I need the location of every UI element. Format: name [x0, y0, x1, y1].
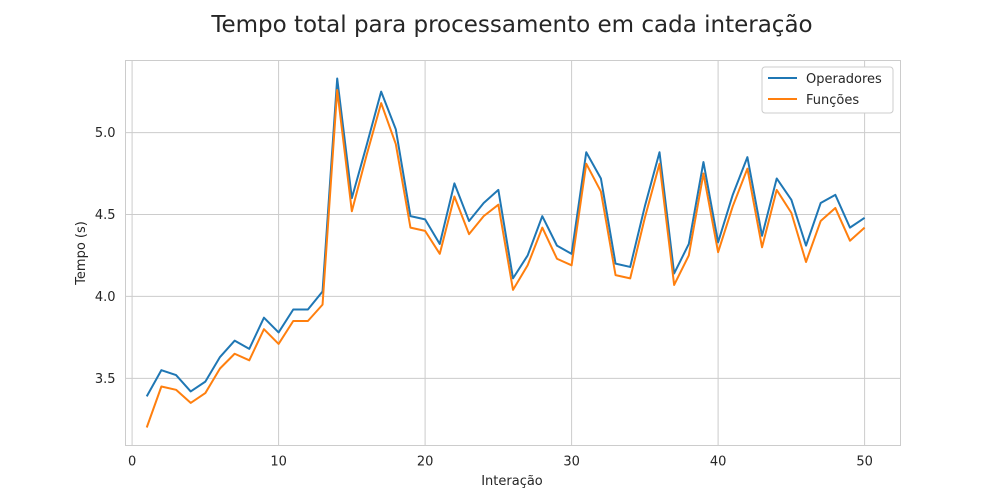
y-tick-label: 4.0	[95, 290, 116, 305]
grid	[125, 60, 901, 446]
x-tick-label: 50	[856, 455, 873, 470]
x-tick-label: 30	[563, 455, 580, 470]
legend: Operadores Funções	[761, 66, 894, 114]
legend-label-operadores: Operadores	[806, 72, 882, 87]
series-line-operadores	[145, 77, 866, 397]
tick-labels: 0 10 20 30 40 50 3.5 4.0 4.5 5.0	[95, 126, 873, 469]
series-line-funcoes	[145, 88, 866, 428]
x-axis-label: Interação	[481, 474, 543, 489]
legend-label-funcoes: Funções	[806, 93, 859, 108]
x-tick-label: 40	[710, 455, 727, 470]
x-tick-label: 0	[128, 455, 136, 470]
x-tick-label: 10	[270, 455, 287, 470]
y-tick-label: 3.5	[95, 372, 116, 387]
chart-title: Tempo total para processamento em cada i…	[210, 12, 812, 38]
y-tick-label: 4.5	[95, 208, 116, 223]
plot-frame	[125, 60, 901, 446]
series-lines	[145, 77, 866, 428]
x-tick-label: 20	[417, 455, 434, 470]
y-axis-label: Tempo (s)	[74, 221, 89, 286]
y-tick-label: 5.0	[95, 126, 116, 141]
